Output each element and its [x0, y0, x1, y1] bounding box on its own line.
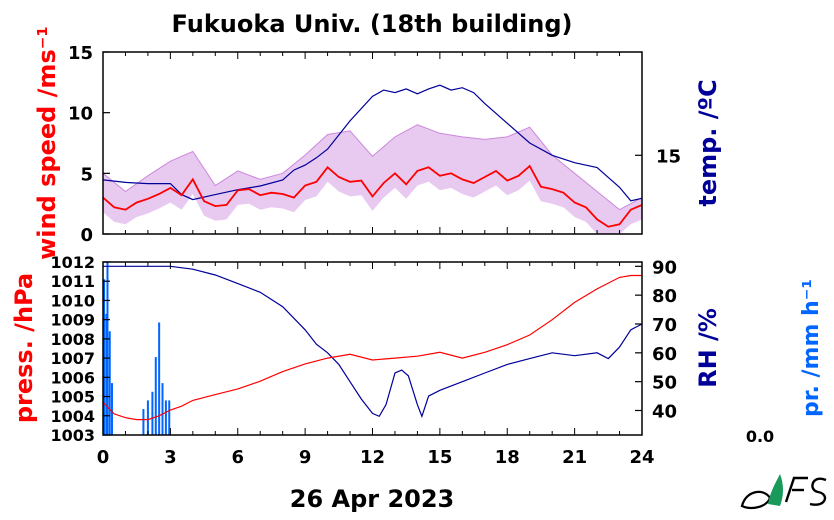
rh-ytick-label: 40: [652, 401, 677, 422]
precip-axis-max: 0.0: [746, 427, 774, 446]
xtick-label: 18: [495, 447, 520, 468]
left-axis-label-pressure: press. /hPa: [10, 273, 38, 423]
xtick-label: 15: [427, 447, 452, 468]
chart-title: Fukuoka Univ. (18th building): [172, 10, 573, 38]
bottom-ticks: 1003100410051006100710081009101010111012…: [50, 253, 677, 468]
xtick-label: 21: [562, 447, 587, 468]
bottom-panel: 1003100410051006100710081009101010111012…: [10, 253, 824, 468]
pressure-line: [102, 274, 642, 421]
xtick-label: 6: [231, 447, 244, 468]
humidity-line: [103, 265, 643, 419]
wind-ytick-label: 5: [80, 164, 93, 185]
temperature-line: [102, 84, 643, 202]
wind-ytick-label: 10: [68, 104, 93, 125]
press-ytick-label: 1009: [50, 311, 95, 330]
press-ytick-label: 1012: [50, 253, 95, 272]
wind-speed-series: [102, 164, 643, 228]
right-axis-label-temp: temp. /ºC: [694, 79, 722, 206]
top-panel: 0 5 10 15 15 wind speed /ms⁻¹ temp. /ºC: [33, 26, 722, 260]
press-ytick-label: 1010: [50, 291, 95, 310]
xtick-label: 12: [360, 447, 385, 468]
press-ytick-label: 1008: [50, 330, 95, 349]
right-axis-label-rh: RH /%: [694, 308, 722, 388]
left-axis-label-wind: wind speed /ms⁻¹: [33, 26, 61, 260]
press-ytick-label: 1003: [50, 426, 95, 445]
precipitation-series: [103, 262, 171, 435]
top-ticks: 0 5 10 15 15: [68, 43, 681, 246]
wind-gust-series: [102, 124, 643, 234]
rh-ytick-label: 50: [652, 373, 677, 394]
xtick-label: 0: [97, 447, 110, 468]
wind-speed-line: [102, 164, 643, 228]
temp-ytick-label: 15: [656, 146, 681, 167]
rh-ytick-label: 60: [652, 344, 677, 365]
wind-ytick-label: 15: [68, 43, 93, 64]
wind-gust-band: [103, 124, 642, 234]
rh-ytick-label: 70: [652, 315, 677, 336]
xtick-label: 24: [629, 447, 654, 468]
press-ytick-label: 1007: [50, 349, 95, 368]
wind-ytick-label: 0: [80, 225, 93, 246]
precip-axis-label: pr. /mm h⁻¹: [799, 279, 824, 417]
humidity-series: [103, 265, 643, 419]
xtick-label: 3: [164, 447, 177, 468]
pressure-series: [102, 274, 642, 421]
press-ytick-label: 1006: [50, 368, 95, 387]
bottom-plot-frame: [102, 261, 643, 436]
logo-icon: [740, 474, 827, 509]
press-ytick-label: 1004: [50, 407, 95, 426]
rh-ytick-label: 80: [652, 286, 677, 307]
rh-ytick-label: 90: [652, 257, 677, 278]
press-ytick-label: 1011: [50, 272, 95, 291]
temperature-series: [102, 84, 643, 202]
xtick-label: 9: [299, 447, 312, 468]
press-ytick-label: 1005: [50, 388, 95, 407]
date-label: 26 Apr 2023: [290, 485, 455, 513]
